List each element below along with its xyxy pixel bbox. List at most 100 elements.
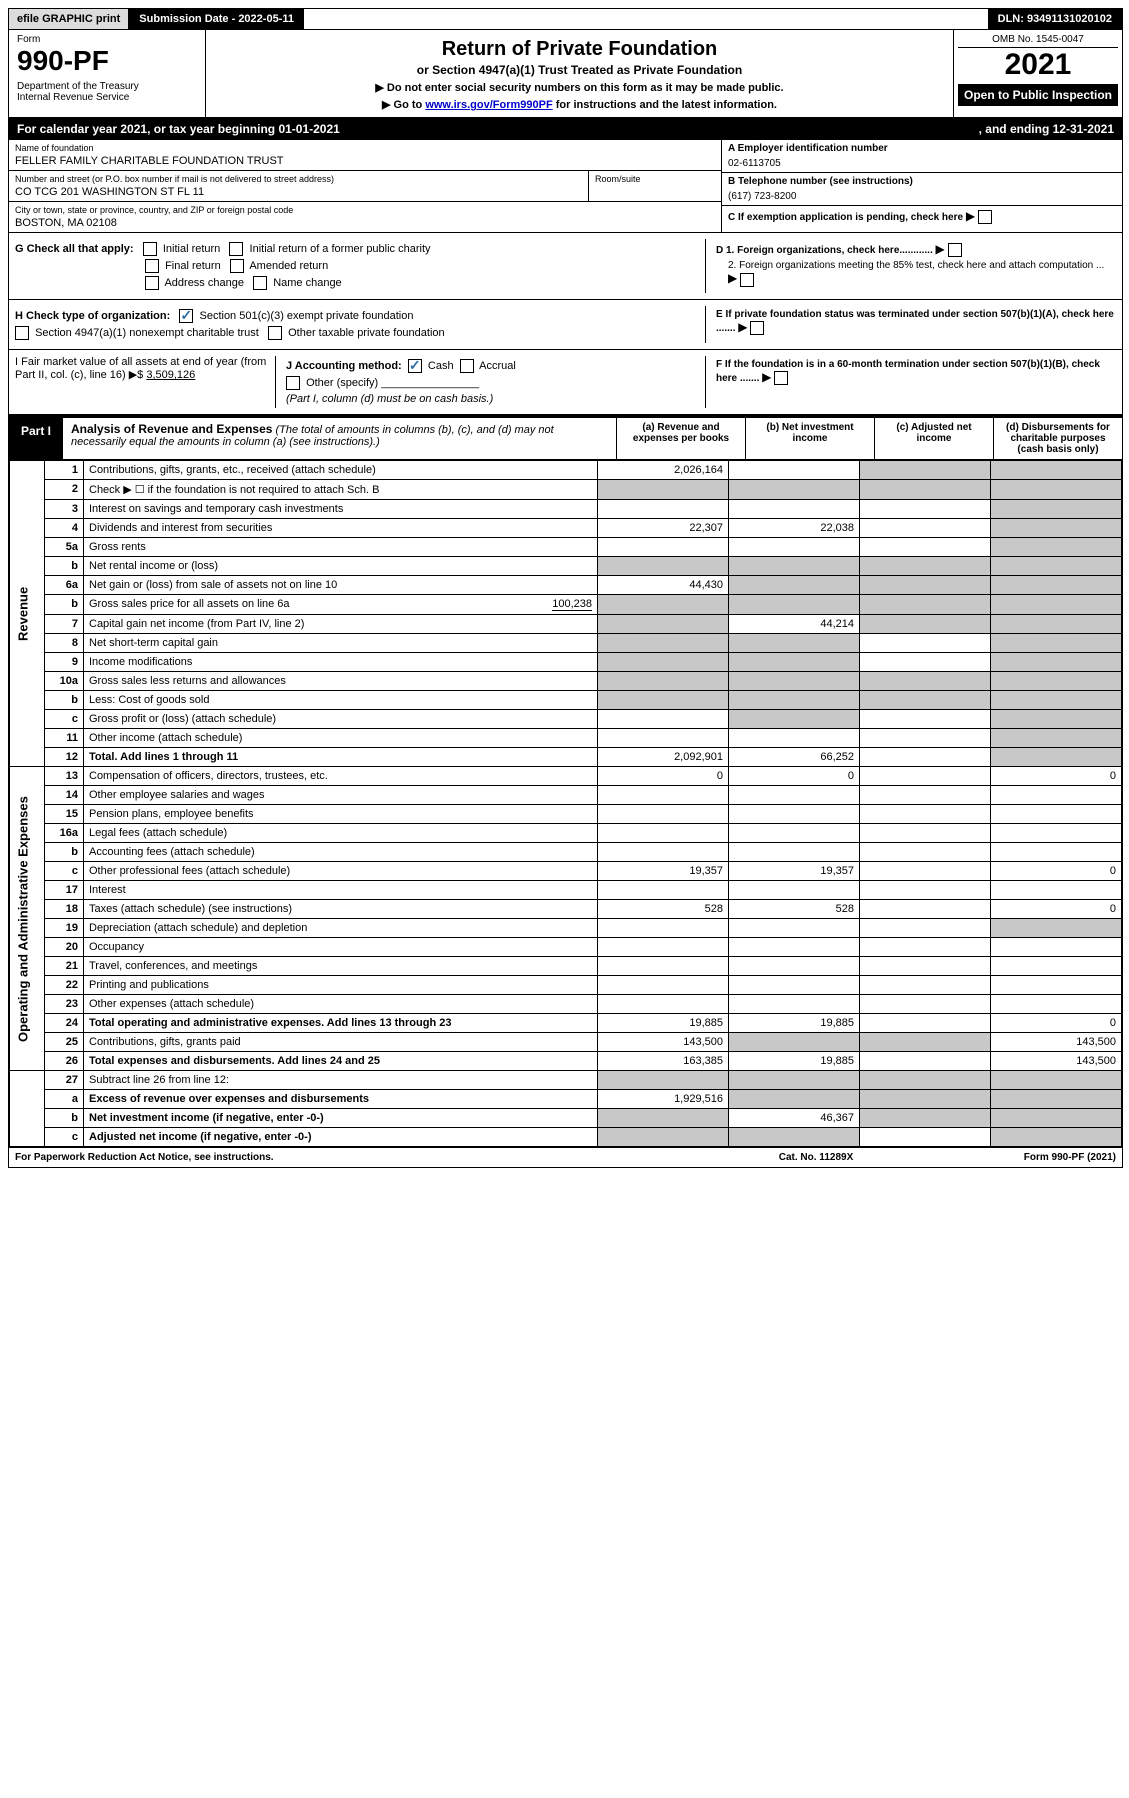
ein-value: 02-6113705	[728, 158, 1116, 169]
j-other-checkbox[interactable]	[286, 376, 300, 390]
row-number: 27	[45, 1071, 84, 1090]
row-description: Gross sales less returns and allowances	[84, 672, 598, 691]
e-checkbox[interactable]	[750, 321, 764, 335]
table-cell: 44,214	[729, 615, 860, 634]
table-row: 9Income modifications	[10, 653, 1122, 672]
g-initial-former-checkbox[interactable]	[229, 242, 243, 256]
table-cell	[729, 881, 860, 900]
i-fmv-value: 3,509,126	[146, 369, 195, 381]
c-checkbox[interactable]	[978, 210, 992, 224]
g-name-checkbox[interactable]	[253, 276, 267, 290]
row-description: Capital gain net income (from Part IV, l…	[84, 615, 598, 634]
table-row: 23Other expenses (attach schedule)	[10, 995, 1122, 1014]
table-row: 22Printing and publications	[10, 976, 1122, 995]
table-cell	[729, 500, 860, 519]
h-501c3-checkbox[interactable]	[179, 309, 193, 323]
table-cell	[860, 843, 991, 862]
table-cell-grey	[729, 576, 860, 595]
table-cell	[729, 976, 860, 995]
j-accrual-checkbox[interactable]	[460, 359, 474, 373]
table-cell: 0	[991, 862, 1122, 881]
table-cell: 0	[598, 767, 729, 786]
row-description: Net investment income (if negative, ente…	[84, 1109, 598, 1128]
table-cell: 1,929,516	[598, 1090, 729, 1109]
row-number: b	[45, 1109, 84, 1128]
table-row: aExcess of revenue over expenses and dis…	[10, 1090, 1122, 1109]
table-cell-grey	[598, 1128, 729, 1147]
table-cell	[729, 843, 860, 862]
table-row: 6aNet gain or (loss) from sale of assets…	[10, 576, 1122, 595]
part1-label: Part I	[9, 418, 63, 459]
part1-header: Part I Analysis of Revenue and Expenses …	[9, 416, 1122, 460]
col-c-header: (c) Adjusted net income	[874, 418, 993, 459]
table-cell	[991, 957, 1122, 976]
table-cell-grey	[598, 672, 729, 691]
row-description: Taxes (attach schedule) (see instruction…	[84, 900, 598, 919]
table-cell: 22,038	[729, 519, 860, 538]
g-initial-checkbox[interactable]	[143, 242, 157, 256]
table-cell: 143,500	[991, 1033, 1122, 1052]
room-suite-label: Room/suite	[589, 171, 721, 201]
table-cell	[860, 500, 991, 519]
h-other-checkbox[interactable]	[268, 326, 282, 340]
row-number: 21	[45, 957, 84, 976]
g-final-checkbox[interactable]	[145, 259, 159, 273]
table-cell	[991, 824, 1122, 843]
j-cash-checkbox[interactable]	[408, 359, 422, 373]
table-cell-grey	[729, 710, 860, 729]
table-cell	[860, 976, 991, 995]
row-number: 23	[45, 995, 84, 1014]
h-4947-checkbox[interactable]	[15, 326, 29, 340]
table-cell: 19,885	[598, 1014, 729, 1033]
table-cell	[991, 995, 1122, 1014]
form-label: Form	[17, 34, 197, 45]
table-cell-grey	[991, 1128, 1122, 1147]
table-cell: 143,500	[598, 1033, 729, 1052]
table-cell: 19,885	[729, 1014, 860, 1033]
table-row: 2Check ▶ ☐ if the foundation is not requ…	[10, 480, 1122, 500]
table-row: bLess: Cost of goods sold	[10, 691, 1122, 710]
row-number: c	[45, 862, 84, 881]
table-cell	[598, 538, 729, 557]
row-number: 2	[45, 480, 84, 500]
table-cell	[729, 729, 860, 748]
table-cell-grey	[860, 615, 991, 634]
table-row: bAccounting fees (attach schedule)	[10, 843, 1122, 862]
row-number: b	[45, 691, 84, 710]
table-cell: 2,092,901	[598, 748, 729, 767]
table-cell	[860, 1014, 991, 1033]
table-cell	[860, 824, 991, 843]
d1-checkbox[interactable]	[948, 243, 962, 257]
table-cell: 0	[991, 767, 1122, 786]
phone-value: (617) 723-8200	[728, 191, 1116, 202]
department-label: Department of the Treasury Internal Reve…	[17, 81, 197, 103]
f-checkbox[interactable]	[774, 371, 788, 385]
table-cell: 143,500	[991, 1052, 1122, 1071]
irs-link[interactable]: www.irs.gov/Form990PF	[425, 99, 552, 111]
top-bar: efile GRAPHIC print Submission Date - 20…	[9, 9, 1122, 30]
foundation-name: FELLER FAMILY CHARITABLE FOUNDATION TRUS…	[15, 155, 715, 167]
row-number: 3	[45, 500, 84, 519]
d2-checkbox[interactable]	[740, 273, 754, 287]
row-description: Total operating and administrative expen…	[84, 1014, 598, 1033]
table-row: 5aGross rents	[10, 538, 1122, 557]
efile-print-button[interactable]: efile GRAPHIC print	[9, 9, 129, 29]
check-section-g: G Check all that apply: Initial return I…	[9, 233, 1122, 300]
table-cell	[598, 938, 729, 957]
row-description: Accounting fees (attach schedule)	[84, 843, 598, 862]
row-number: 18	[45, 900, 84, 919]
g-amended-checkbox[interactable]	[230, 259, 244, 273]
table-cell-grey	[860, 1071, 991, 1090]
table-cell	[598, 500, 729, 519]
table-row: 8Net short-term capital gain	[10, 634, 1122, 653]
table-cell-grey	[860, 557, 991, 576]
row-description: Adjusted net income (if negative, enter …	[84, 1128, 598, 1147]
g-address-checkbox[interactable]	[145, 276, 159, 290]
form-number: 990-PF	[17, 45, 197, 77]
table-cell	[598, 919, 729, 938]
table-cell	[991, 976, 1122, 995]
table-cell-grey	[860, 691, 991, 710]
table-row: 17Interest	[10, 881, 1122, 900]
row-description: Pension plans, employee benefits	[84, 805, 598, 824]
table-cell-grey	[729, 1033, 860, 1052]
